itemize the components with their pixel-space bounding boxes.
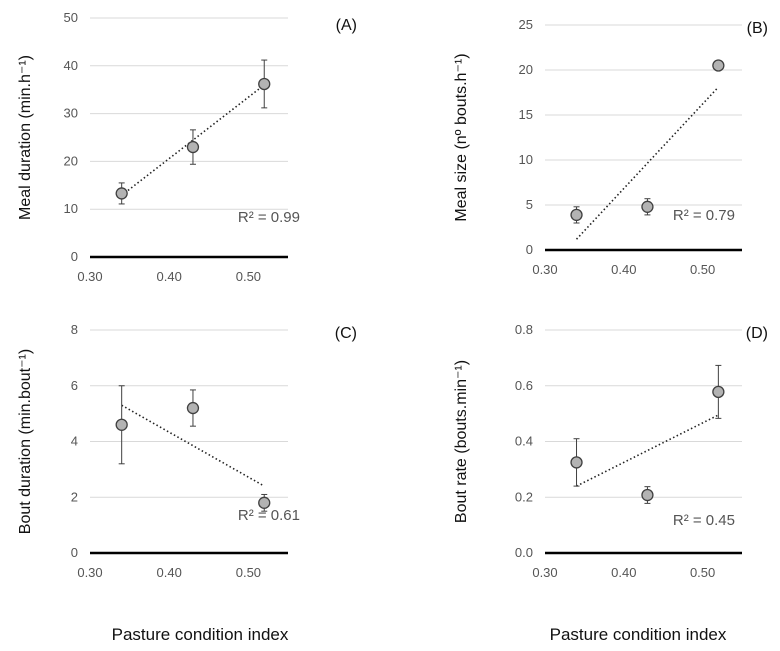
y-tick-label: 5 [526,197,533,212]
panel-label: (A) [336,17,357,34]
trendline [576,414,719,487]
x-tick-label: 0.50 [236,565,261,580]
r2-label: R² = 0.99 [238,209,300,226]
y-tick-label: 0.0 [515,545,533,560]
panel-0: 0 10 20 30 40 50 0.30 0.40 0.50 Meal duration (mi… [17,10,357,284]
y-tick-label: 25 [519,17,533,32]
y-tick-label: 0.6 [515,378,533,393]
x-tick-label: 0.40 [157,565,182,580]
x-tick-label: 0.30 [77,565,102,580]
x-tick-label: 0.40 [157,269,182,284]
y-tick-label: 0 [71,545,78,560]
data-point [641,200,654,213]
x-axis-label-right: Pasture condition index [550,625,727,644]
y-tick-label: 6 [71,378,78,393]
y-tick-label: 50 [64,10,78,25]
panel-label: (D) [746,325,768,342]
trendline [575,86,719,240]
y-axis-label: Bout rate (bouts.min⁻¹) [453,360,470,523]
r2-label: R² = 0.79 [673,207,735,224]
panel-label: (C) [335,325,357,342]
y-tick-label: 0 [71,249,78,264]
x-tick-label: 0.30 [532,565,557,580]
y-tick-label: 0.4 [515,434,533,449]
data-point [258,496,271,509]
data-point [115,187,128,200]
x-tick-label: 0.40 [611,565,636,580]
x-tick-label: 0.30 [77,269,102,284]
data-point [712,59,725,72]
y-tick-label: 20 [64,153,78,168]
x-tick-label: 0.50 [690,565,715,580]
r2-label: R² = 0.61 [238,507,300,524]
panel-label: (B) [747,20,768,37]
trendline [121,404,265,487]
y-axis-label: Bout duration (min.bout⁻¹) [17,349,34,534]
data-point [570,456,583,469]
y-tick-label: 30 [64,106,78,121]
y-tick-label: 10 [519,152,533,167]
y-axis-label: Meal duration (min.h⁻¹) [17,55,34,220]
panel-2: 0 2 4 6 8 0.30 0.40 0.50 Bout duration (min.bout… [17,322,357,580]
panel-1: 0 5 10 15 20 25 0.30 0.40 0.50 Meal size (nº bout… [453,17,768,277]
r2-label: R² = 0.45 [673,512,735,529]
data-point [186,140,200,154]
data-point [258,77,271,91]
y-tick-label: 15 [519,107,533,122]
y-axis-label: Meal size (nº bouts.h⁻¹) [453,53,470,221]
y-tick-label: 4 [71,434,78,449]
data-point [570,208,583,222]
data-point [641,488,654,502]
panel-3: 0.0 0.2 0.4 0.6 0.8 0.30 0.40 0.50 Bout rate (bo… [453,322,768,580]
x-axis-label-left: Pasture condition index [112,625,289,644]
y-tick-label: 0 [526,242,533,257]
x-tick-label: 0.50 [236,269,261,284]
y-tick-label: 2 [71,489,78,504]
data-point [186,401,200,415]
y-tick-label: 10 [64,201,78,216]
y-tick-label: 40 [64,58,78,73]
y-tick-label: 0.8 [515,322,533,337]
data-point [115,418,128,431]
x-tick-label: 0.40 [611,262,636,277]
data-point [712,385,725,399]
y-tick-label: 20 [519,62,533,77]
y-tick-label: 0.2 [515,489,533,504]
x-tick-label: 0.30 [532,262,557,277]
x-tick-label: 0.50 [690,262,715,277]
y-tick-label: 8 [71,322,78,337]
